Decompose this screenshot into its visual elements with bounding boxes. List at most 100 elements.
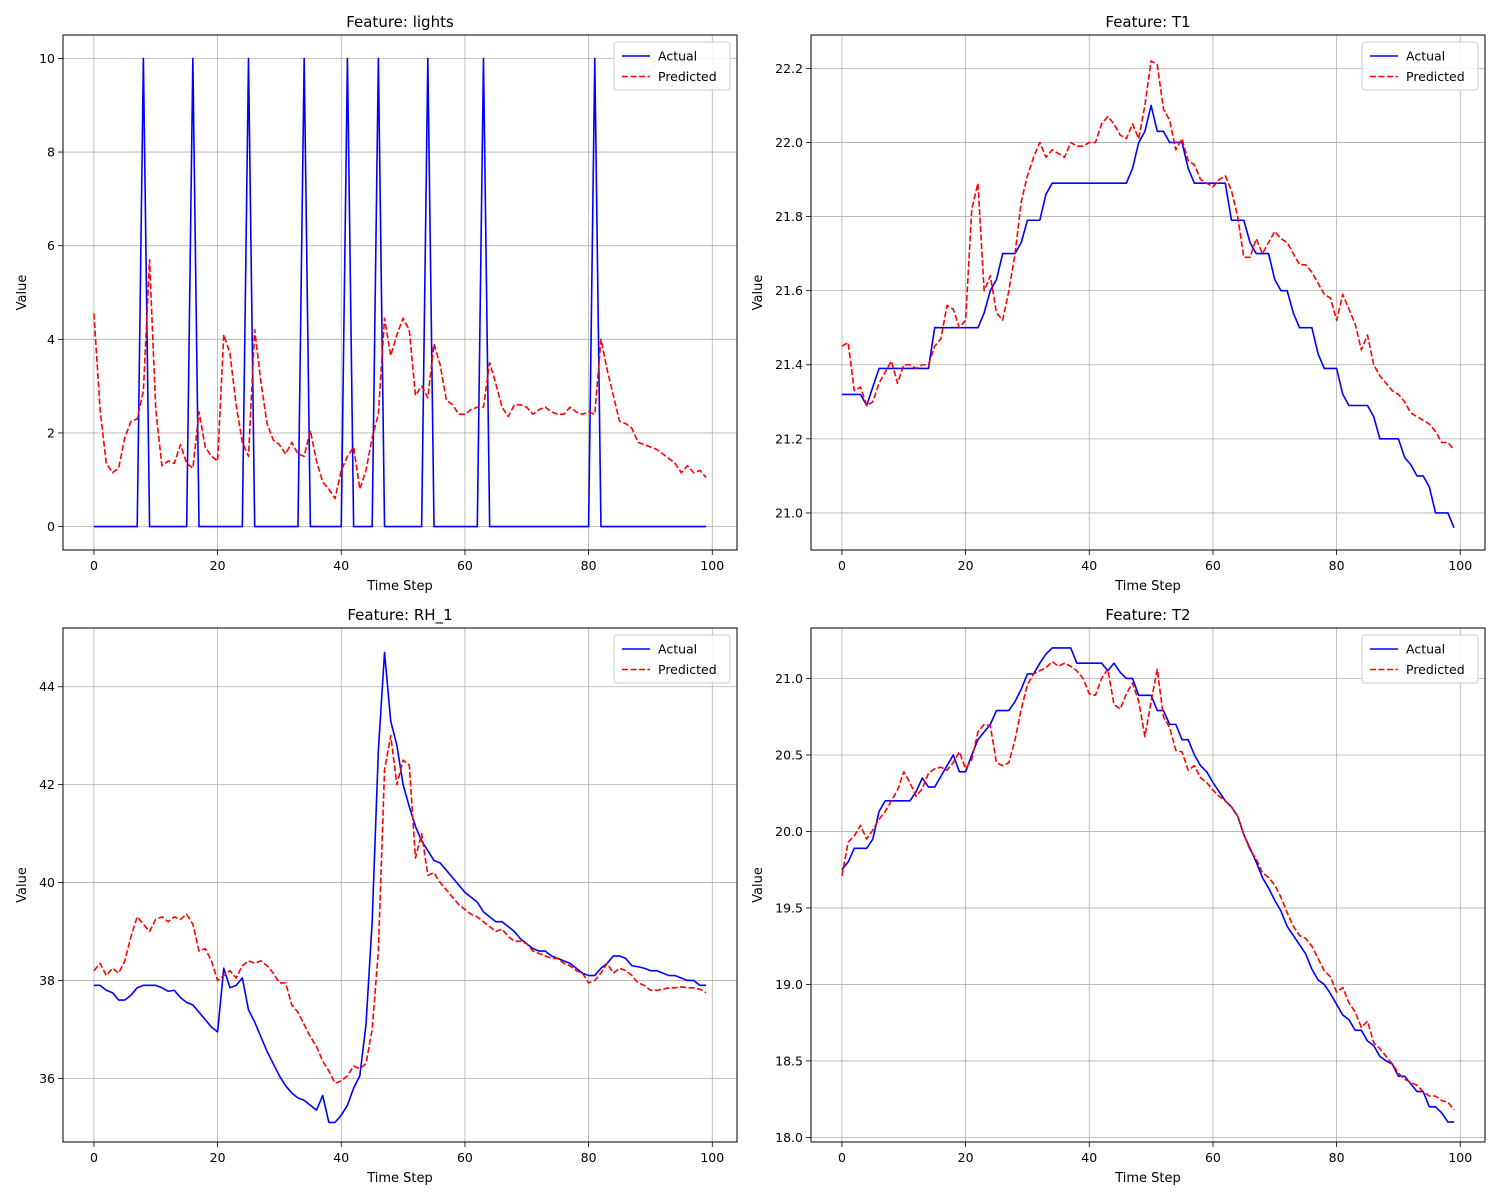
x-ticks: 0 20 40 60 80 100 — [838, 550, 1472, 573]
plot-frame — [810, 627, 1486, 1143]
series-lines — [93, 57, 707, 528]
x-axis-label: Time Step — [366, 579, 433, 594]
y-tick-label: 20.5 — [775, 747, 803, 762]
y-tick-label: 21.8 — [775, 209, 803, 224]
gridlines — [63, 628, 737, 1142]
x-tick-label: 80 — [1329, 558, 1345, 573]
subplot-lights: Feature: lights 0 20 40 60 80 100 0 2 4 6 8 10 Tim… — [15, 13, 738, 594]
y-tick-label: 0 — [47, 519, 55, 534]
y-axis-label: Value — [751, 867, 766, 903]
subplot-title: Feature: T1 — [1105, 13, 1190, 31]
x-tick-label: 100 — [700, 558, 724, 573]
x-tick-label: 20 — [210, 558, 226, 573]
subplot-title: Feature: T2 — [1105, 606, 1190, 624]
legend-label-actual: Actual — [658, 49, 697, 64]
x-axis-label: Time Step — [1114, 579, 1181, 594]
legend: Actual Predicted — [613, 41, 731, 91]
x-tick-label: 60 — [1205, 558, 1221, 573]
y-tick-label: 44 — [39, 679, 55, 694]
subplot-title: Feature: RH_1 — [347, 606, 452, 625]
legend-label-predicted: Predicted — [1406, 69, 1465, 84]
y-tick-label: 18.5 — [775, 1053, 803, 1068]
plot-frame — [62, 627, 738, 1143]
y-tick-label: 21.2 — [775, 431, 803, 446]
legend-label-predicted: Predicted — [658, 69, 717, 84]
x-tick-label: 100 — [1448, 558, 1472, 573]
legend-label-actual: Actual — [1406, 642, 1445, 657]
y-axis-label: Value — [15, 275, 30, 311]
series-lines — [841, 60, 1455, 529]
x-tick-label: 0 — [90, 1150, 98, 1165]
series-lines — [841, 647, 1455, 1123]
y-tick-label: 18.0 — [775, 1130, 803, 1145]
x-tick-label: 40 — [333, 558, 349, 573]
legend-label-predicted: Predicted — [658, 662, 717, 677]
y-tick-label: 21.0 — [775, 505, 803, 520]
series-line-actual — [841, 647, 1455, 1123]
x-axis-label: Time Step — [1114, 1171, 1181, 1186]
y-axis-label: Value — [15, 867, 30, 903]
gridlines — [811, 35, 1485, 550]
y-tick-label: 19.5 — [775, 900, 803, 915]
x-tick-label: 20 — [958, 1150, 974, 1165]
x-tick-label: 0 — [838, 558, 846, 573]
series-line-predicted — [841, 660, 1455, 1111]
y-ticks: 18.0 18.5 19.0 19.5 20.0 20.5 21.0 — [775, 671, 811, 1145]
y-tick-label: 22.0 — [775, 135, 803, 150]
y-axis-label: Value — [751, 275, 766, 311]
y-tick-label: 42 — [39, 777, 55, 792]
x-tick-label: 40 — [1081, 1150, 1097, 1165]
x-tick-label: 40 — [333, 1150, 349, 1165]
y-tick-label: 20.0 — [775, 824, 803, 839]
x-tick-label: 0 — [838, 1150, 846, 1165]
legend-label-predicted: Predicted — [1406, 662, 1465, 677]
x-tick-label: 60 — [457, 1150, 473, 1165]
subplot-t2: Feature: T2 0 20 40 60 80 100 18.0 18.5 19.0 19.… — [751, 606, 1486, 1186]
x-tick-label: 20 — [210, 1150, 226, 1165]
legend-label-actual: Actual — [1406, 49, 1445, 64]
y-tick-label: 38 — [39, 973, 55, 988]
y-tick-label: 22.2 — [775, 61, 803, 76]
x-ticks: 0 20 40 60 80 100 — [90, 1142, 724, 1165]
y-tick-label: 6 — [47, 238, 55, 253]
x-tick-label: 100 — [700, 1150, 724, 1165]
y-tick-label: 21.4 — [775, 357, 803, 372]
y-tick-label: 21.0 — [775, 671, 803, 686]
x-tick-label: 80 — [581, 1150, 597, 1165]
y-tick-label: 40 — [39, 875, 55, 890]
x-ticks: 0 20 40 60 80 100 — [838, 1142, 1472, 1165]
y-tick-label: 2 — [47, 425, 55, 440]
x-axis-label: Time Step — [366, 1171, 433, 1186]
legend-box — [613, 41, 731, 91]
x-tick-label: 60 — [1205, 1150, 1221, 1165]
x-tick-label: 60 — [457, 558, 473, 573]
y-tick-label: 4 — [47, 332, 55, 347]
series-line-actual — [841, 104, 1455, 529]
subplot-rh-1: Feature: RH_1 0 20 40 60 80 100 36 38 40 42 44 Ti… — [15, 606, 738, 1186]
legend-box — [613, 634, 731, 684]
series-line-predicted — [93, 734, 707, 1085]
subplot-t1: Feature: T1 0 20 40 60 80 100 21.0 21.2 21.4 21.… — [751, 13, 1486, 594]
plot-frame — [810, 34, 1486, 551]
series-line-predicted — [93, 258, 707, 500]
series-lines — [93, 651, 707, 1124]
x-ticks: 0 20 40 60 80 100 — [90, 550, 724, 573]
x-tick-label: 20 — [958, 558, 974, 573]
plot-frame — [62, 34, 738, 551]
y-tick-label: 19.0 — [775, 977, 803, 992]
y-tick-label: 21.6 — [775, 283, 803, 298]
legend: Actual Predicted — [1361, 634, 1479, 684]
y-tick-label: 36 — [39, 1071, 55, 1086]
x-tick-label: 40 — [1081, 558, 1097, 573]
series-line-actual — [93, 651, 707, 1124]
y-tick-label: 8 — [47, 145, 55, 160]
x-tick-label: 80 — [581, 558, 597, 573]
x-tick-label: 80 — [1329, 1150, 1345, 1165]
legend-label-actual: Actual — [658, 642, 697, 657]
legend-box — [1361, 41, 1479, 91]
series-line-predicted — [841, 60, 1455, 451]
y-ticks: 36 38 40 42 44 — [39, 679, 63, 1086]
legend: Actual Predicted — [613, 634, 731, 684]
